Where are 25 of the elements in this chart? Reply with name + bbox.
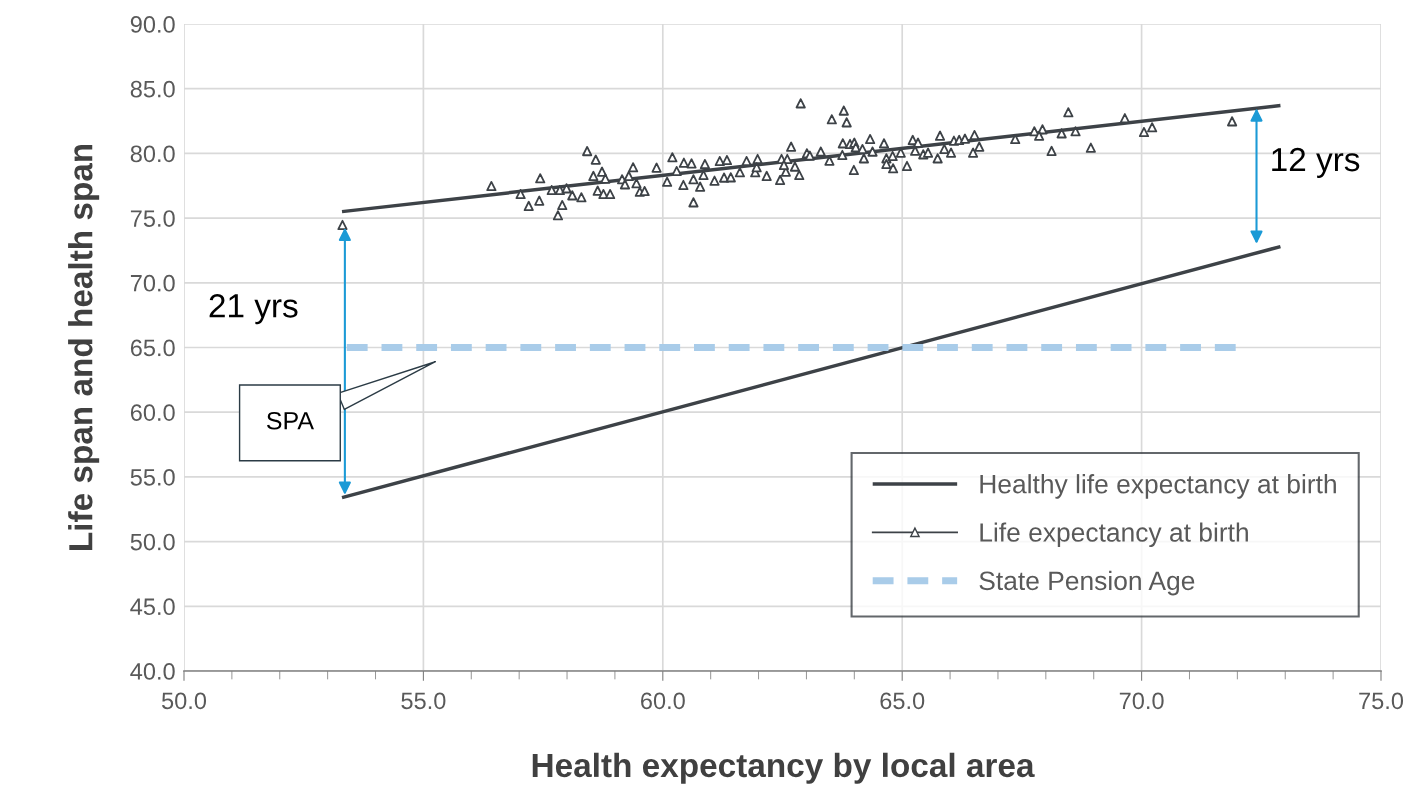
annotation: 21 yrs (209, 294, 298, 325)
y-axis-title: Life span and health span (68, 144, 100, 550)
x-axis-title: Health expectancy by local area (532, 752, 1035, 784)
x-tick-label: 55.0 (401, 692, 446, 710)
legend-label: State Pension Age (979, 570, 1195, 596)
legend-label: Life expectancy at birth (980, 522, 1248, 548)
y-tick-label: 70.0 (130, 274, 175, 292)
y-tick-label: 40.0 (130, 663, 175, 680)
x-tick-label: 65.0 (880, 692, 925, 710)
y-tick-label: 55.0 (130, 468, 175, 486)
annotation: SPA (266, 411, 314, 430)
annotation: 12 yrs (1272, 147, 1360, 178)
y-tick-label: 50.0 (130, 533, 175, 551)
legend-label: Healthy life expectancy at birth (980, 474, 1336, 499)
x-tick-label: 60.0 (641, 692, 685, 710)
y-tick-label: 45.0 (130, 598, 175, 616)
y-tick-label: 90.0 (130, 16, 175, 33)
y-tick-label: 65.0 (130, 339, 175, 357)
y-tick-label: 60.0 (130, 404, 175, 421)
y-tick-label: 85.0 (130, 80, 175, 98)
x-tick-label: 75.0 (1359, 692, 1404, 710)
x-tick-label: 70.0 (1119, 692, 1164, 710)
x-tick-label: 50.0 (161, 692, 207, 710)
y-tick-label: 75.0 (130, 210, 175, 227)
y-tick-label: 80.0 (130, 145, 175, 163)
